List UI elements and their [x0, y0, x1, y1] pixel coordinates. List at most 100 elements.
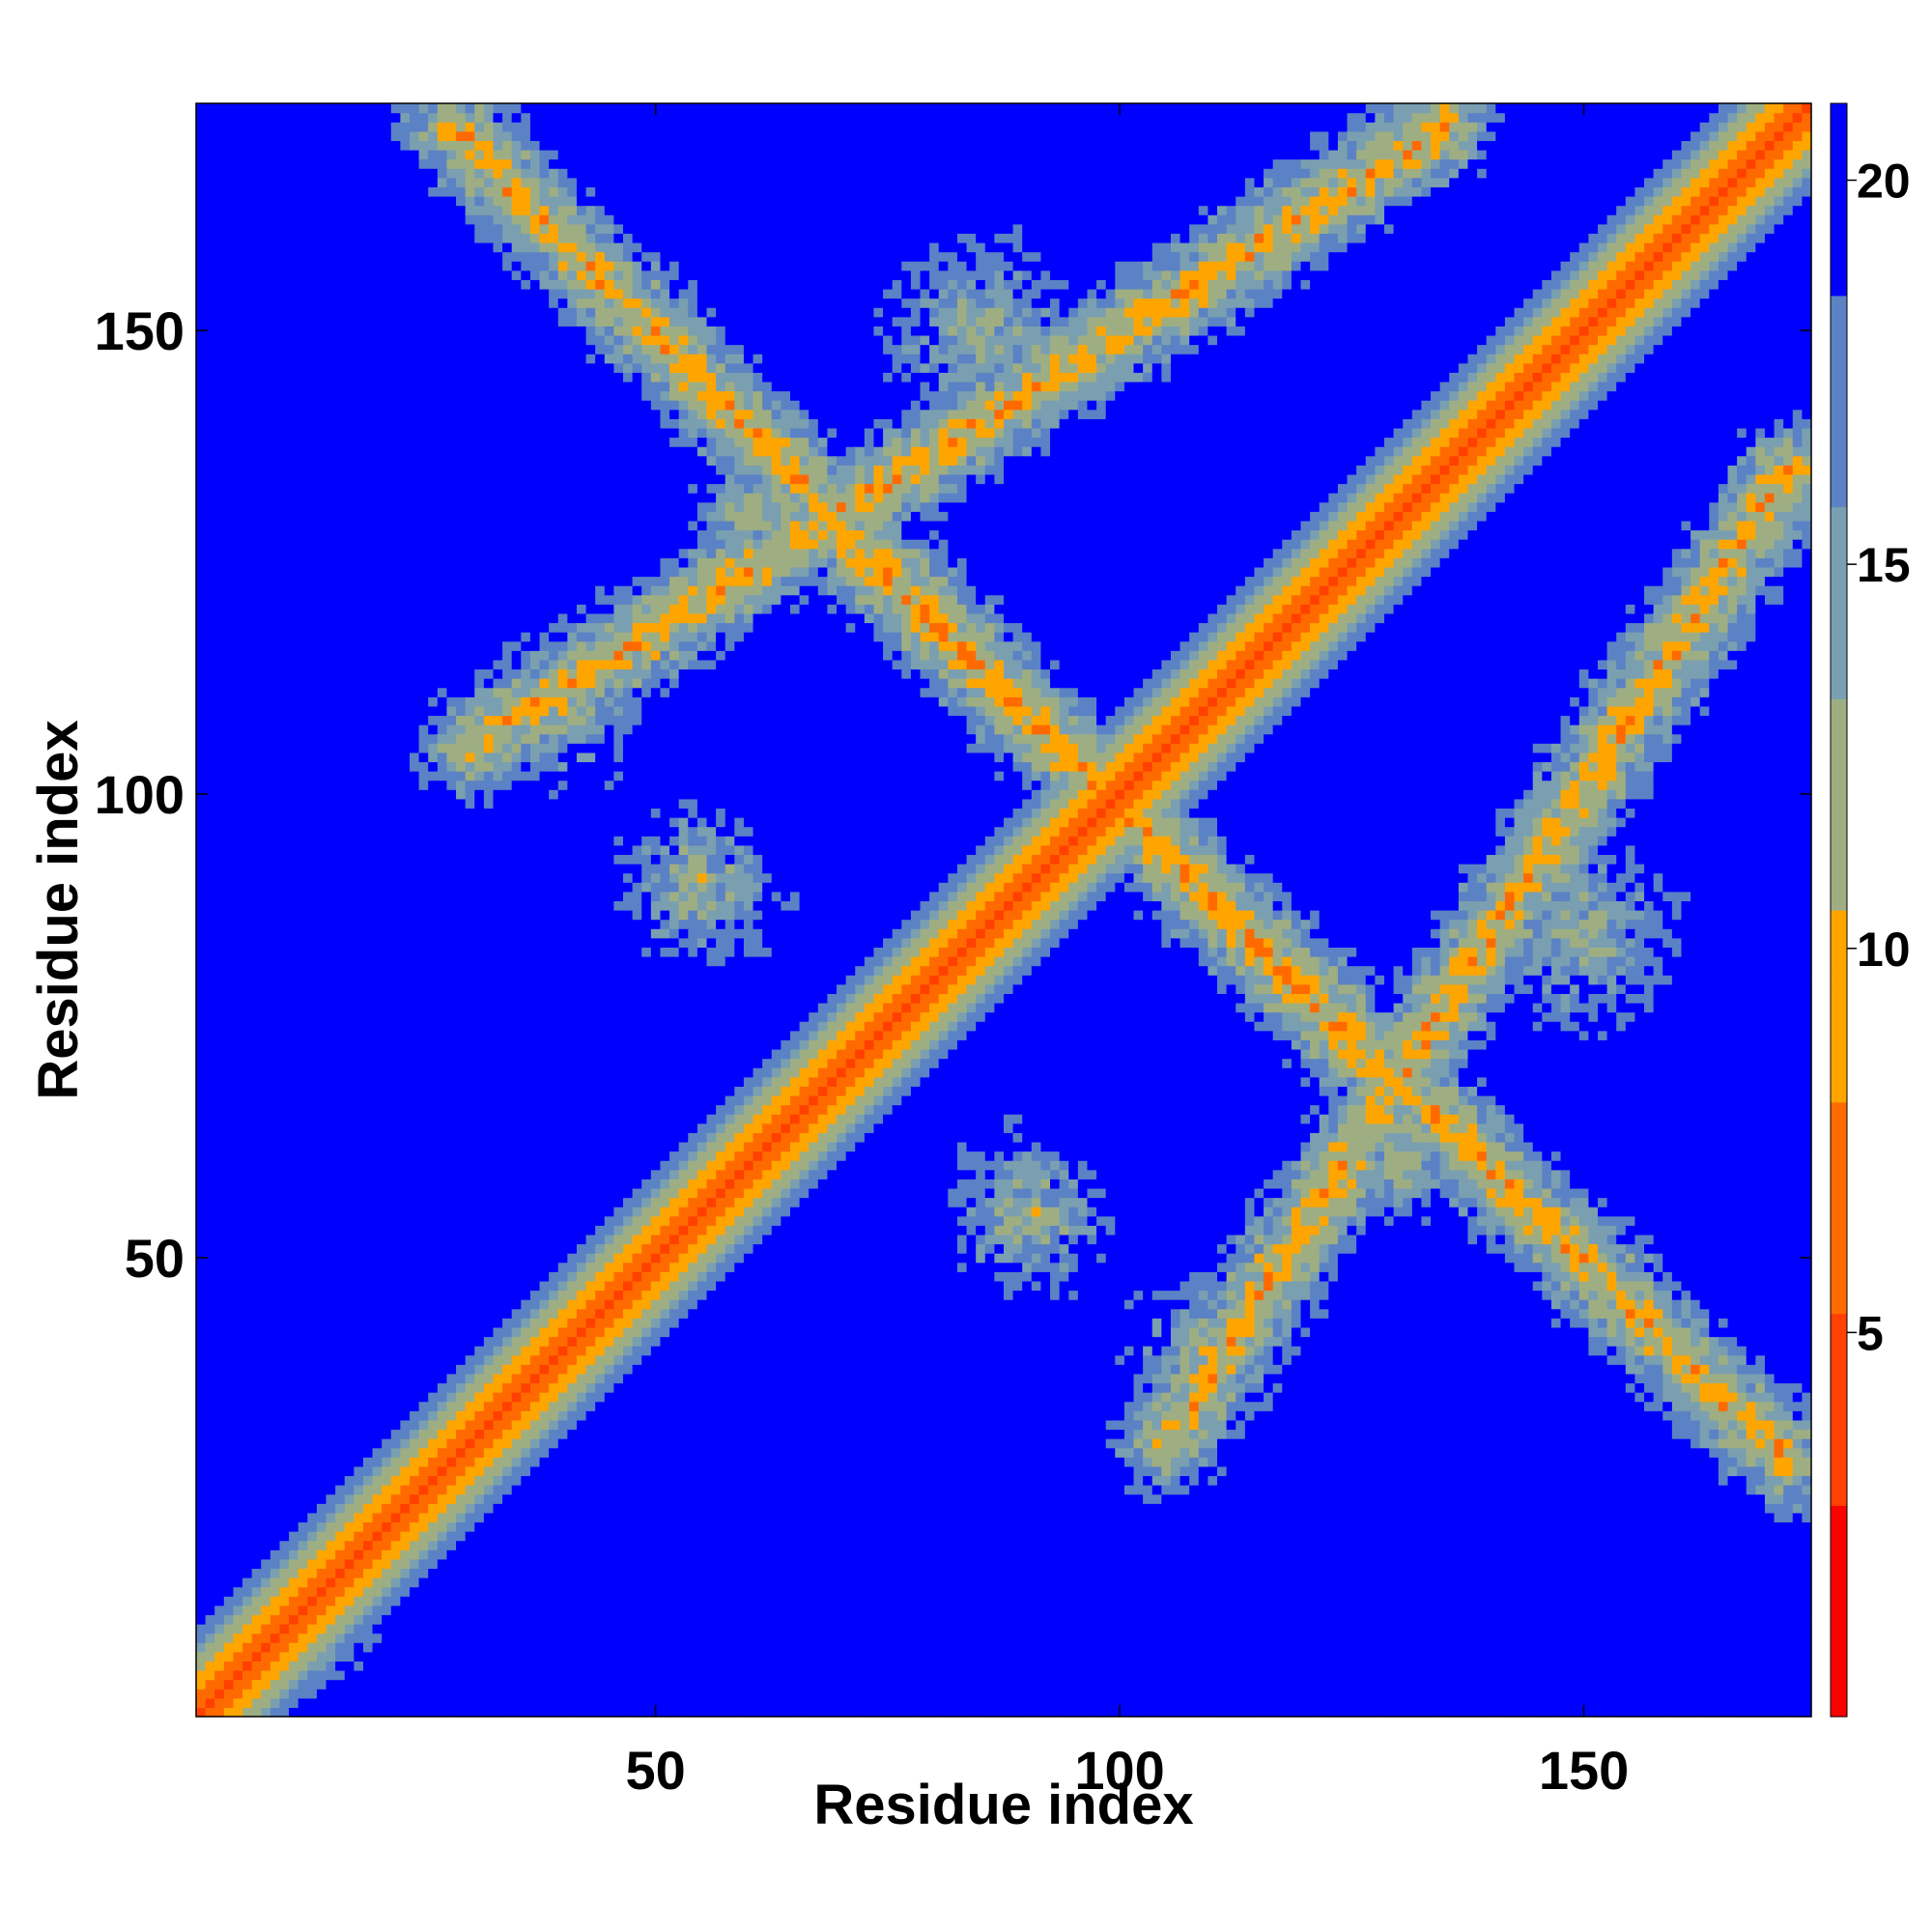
heatmap-cell [252, 854, 262, 864]
heatmap-cell [438, 345, 447, 355]
heatmap-cell [410, 873, 419, 883]
heatmap-cell [363, 1346, 373, 1355]
heatmap-cell [242, 557, 252, 567]
heatmap-cell [298, 131, 308, 141]
heatmap-cell [233, 1012, 242, 1022]
heatmap-cell [214, 1105, 224, 1115]
heatmap-cell [354, 789, 363, 799]
heatmap-cell [224, 724, 234, 734]
heatmap-cell [279, 1170, 289, 1179]
heatmap-cell [214, 585, 224, 595]
heatmap-cell [391, 1420, 401, 1430]
heatmap-cell [252, 910, 262, 920]
heatmap-cell [261, 1318, 270, 1327]
heatmap-cell [298, 270, 308, 280]
heatmap-cell [317, 1346, 327, 1355]
heatmap-cell [224, 1281, 234, 1291]
heatmap-cell [456, 1160, 466, 1170]
heatmap-cell [327, 910, 336, 920]
heatmap-cell [307, 743, 317, 753]
heatmap-cell [242, 1494, 252, 1504]
heatmap-cell [335, 966, 345, 976]
heatmap-cell [196, 622, 206, 632]
heatmap-cell [270, 1382, 280, 1392]
heatmap-cell [233, 1142, 242, 1151]
heatmap-cell [289, 1291, 298, 1300]
heatmap-cell [224, 521, 234, 530]
heatmap-cell [354, 131, 363, 141]
heatmap-cell [400, 910, 410, 920]
heatmap-cell [233, 1634, 242, 1643]
heatmap-cell [345, 1429, 355, 1438]
heatmap-cell [400, 122, 410, 131]
heatmap-cell [400, 1577, 410, 1587]
heatmap-cell [261, 1170, 270, 1179]
heatmap-cell [298, 1448, 308, 1458]
heatmap-cell [428, 668, 438, 678]
heatmap-cell [373, 1374, 383, 1383]
heatmap-cell [261, 734, 270, 744]
heatmap-cell [224, 1410, 234, 1420]
heatmap-cell [298, 1661, 308, 1670]
heatmap-cell [317, 307, 327, 317]
heatmap-cell [233, 892, 242, 901]
heatmap-cell [307, 270, 317, 280]
heatmap-cell [354, 827, 363, 837]
heatmap-cell [410, 1577, 419, 1587]
heatmap-cell [298, 279, 308, 289]
heatmap-cell [345, 604, 355, 613]
heatmap-cell [428, 298, 438, 308]
heatmap-cell [233, 1318, 242, 1327]
heatmap-cell [373, 1364, 383, 1374]
heatmap-cell [354, 1114, 363, 1123]
heatmap-cell [410, 1291, 419, 1300]
heatmap-cell [391, 595, 401, 605]
heatmap-cell [438, 1364, 447, 1374]
heatmap-cell [345, 186, 355, 196]
heatmap-cell [242, 113, 252, 123]
heatmap-cell [363, 307, 373, 317]
heatmap-cell [391, 511, 401, 521]
heatmap-cell [270, 604, 280, 613]
heatmap-cell [289, 1642, 298, 1652]
heatmap-cell [233, 1355, 242, 1365]
heatmap-cell [410, 122, 419, 131]
heatmap-cell [345, 1634, 355, 1643]
heatmap-cell [438, 307, 447, 317]
heatmap-cell [428, 1132, 438, 1142]
heatmap-cell [317, 1513, 327, 1522]
heatmap-cell [242, 446, 252, 456]
heatmap-cell [214, 122, 224, 131]
heatmap-cell [345, 567, 355, 577]
heatmap-cell [428, 753, 438, 762]
heatmap-cell [327, 1624, 336, 1634]
heatmap-cell [214, 1142, 224, 1151]
heatmap-cell [410, 1680, 419, 1690]
heatmap-cell [428, 1188, 438, 1198]
heatmap-cell [196, 734, 206, 744]
heatmap-cell [289, 1494, 298, 1504]
heatmap-cell [289, 214, 298, 224]
heatmap-cell [446, 1680, 456, 1690]
heatmap-cell [298, 1188, 308, 1198]
heatmap-cell [446, 289, 456, 298]
heatmap-cell [419, 1160, 429, 1170]
heatmap-cell [373, 947, 383, 956]
heatmap-cell [410, 279, 419, 289]
heatmap-cell [196, 289, 206, 298]
heatmap-cell [419, 289, 429, 298]
heatmap-cell [327, 345, 336, 355]
heatmap-cell [270, 410, 280, 419]
heatmap-cell [196, 1559, 206, 1569]
heatmap-cell [410, 743, 419, 753]
heatmap-cell [373, 1410, 383, 1420]
heatmap-cell [261, 743, 270, 753]
heatmap-cell [373, 1207, 383, 1216]
heatmap-cell [363, 1327, 373, 1337]
heatmap-cell [410, 1281, 419, 1291]
heatmap-cell [354, 1225, 363, 1235]
heatmap-cell [382, 1374, 391, 1383]
heatmap-cell [438, 660, 447, 669]
heatmap-cell [419, 622, 429, 632]
heatmap-cell [261, 1680, 270, 1690]
